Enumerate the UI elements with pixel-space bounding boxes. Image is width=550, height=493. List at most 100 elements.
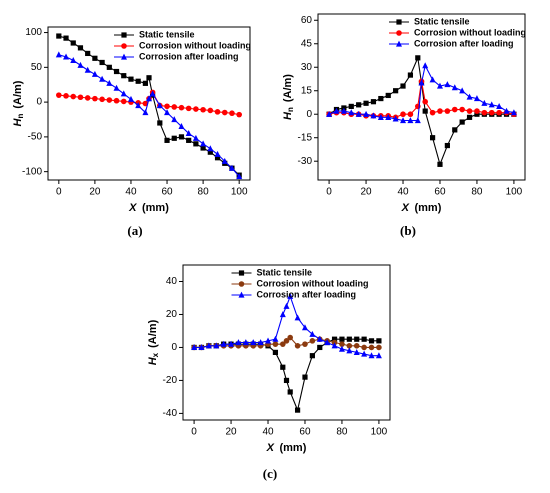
- marker: [236, 111, 242, 118]
- marker: [272, 349, 279, 355]
- marker: [149, 90, 156, 97]
- marker: [84, 66, 91, 73]
- marker: [63, 93, 69, 99]
- y-label-main: H: [282, 111, 294, 120]
- legend-marker: [121, 32, 127, 38]
- marker: [326, 110, 333, 117]
- marker: [444, 142, 450, 149]
- marker: [331, 342, 338, 349]
- marker: [451, 106, 458, 113]
- y-tick-label: 30: [301, 62, 313, 73]
- y-tick-label: 50: [31, 62, 43, 73]
- marker: [418, 79, 425, 86]
- y-label-unit: (A/m): [12, 80, 24, 108]
- y-label-sub: x: [151, 352, 160, 357]
- marker: [85, 50, 91, 57]
- legend-marker: [238, 270, 245, 276]
- marker: [422, 98, 428, 105]
- marker: [368, 338, 375, 344]
- plot-frame: [182, 264, 391, 421]
- marker: [302, 341, 308, 347]
- legend-marker: [396, 19, 402, 25]
- marker: [106, 97, 113, 103]
- marker: [200, 140, 207, 147]
- legend-label: Corrosion after loading: [139, 51, 239, 61]
- marker: [370, 99, 377, 105]
- marker: [385, 113, 392, 120]
- marker: [113, 84, 120, 91]
- marker: [340, 107, 347, 114]
- x-tick-label: 40: [397, 187, 409, 198]
- y-tick-label: 40: [166, 276, 178, 287]
- marker: [496, 102, 503, 109]
- marker: [466, 114, 473, 120]
- marker: [339, 341, 345, 347]
- marker: [207, 107, 214, 114]
- x-tick-label: 100: [371, 427, 388, 438]
- marker: [283, 338, 290, 344]
- marker: [207, 145, 214, 152]
- marker: [451, 84, 458, 91]
- marker: [178, 123, 185, 130]
- marker: [459, 87, 466, 94]
- marker: [370, 112, 377, 119]
- legend-marker: [396, 30, 402, 36]
- x-tick-label: 40: [125, 187, 137, 198]
- y-label: Hn (A/m): [12, 80, 25, 126]
- marker: [339, 336, 345, 342]
- marker: [221, 157, 228, 164]
- marker: [146, 95, 152, 102]
- marker: [473, 95, 480, 102]
- x-label-unit: (mm): [142, 202, 169, 214]
- marker: [510, 109, 517, 116]
- marker: [92, 95, 98, 102]
- marker: [474, 111, 480, 117]
- marker: [474, 108, 480, 114]
- panel-label: (c): [263, 466, 277, 481]
- marker: [378, 95, 384, 102]
- marker: [142, 80, 148, 86]
- y-label: Hn (A/m): [282, 74, 295, 120]
- marker: [317, 344, 323, 351]
- series-line: [58, 54, 240, 177]
- marker: [407, 117, 414, 124]
- marker: [192, 134, 199, 141]
- y-tick-label: 100: [25, 27, 42, 38]
- marker: [316, 335, 323, 342]
- y-label-unit: (A/m): [147, 319, 159, 347]
- legend-label: Corrosion after loading: [257, 289, 357, 299]
- marker: [221, 109, 228, 116]
- y-tick-label: 0: [306, 109, 312, 120]
- marker: [466, 93, 473, 100]
- marker: [361, 344, 367, 351]
- marker: [171, 135, 177, 141]
- marker: [185, 130, 192, 137]
- marker: [228, 340, 235, 347]
- marker: [444, 81, 451, 88]
- x-label: X (mm): [266, 442, 307, 454]
- marker: [361, 336, 367, 342]
- marker: [178, 104, 185, 111]
- marker: [407, 111, 414, 118]
- y-tick-label: 45: [301, 38, 313, 49]
- marker: [228, 164, 235, 171]
- marker: [331, 336, 338, 342]
- marker: [213, 342, 220, 349]
- marker: [193, 141, 199, 147]
- x-tick-label: 0: [56, 187, 62, 198]
- marker: [77, 61, 84, 68]
- marker: [368, 344, 375, 351]
- marker: [146, 75, 152, 81]
- marker: [415, 55, 421, 61]
- x-tick-label: 20: [225, 427, 237, 438]
- marker: [436, 82, 443, 89]
- marker: [429, 109, 436, 116]
- x-tick-label: 60: [299, 427, 311, 438]
- marker: [156, 102, 163, 109]
- legend-label: Corrosion without loading: [414, 27, 526, 37]
- marker: [120, 98, 127, 105]
- marker: [309, 338, 316, 344]
- y-label-main: H: [147, 356, 159, 365]
- marker: [385, 92, 391, 99]
- marker: [280, 364, 286, 370]
